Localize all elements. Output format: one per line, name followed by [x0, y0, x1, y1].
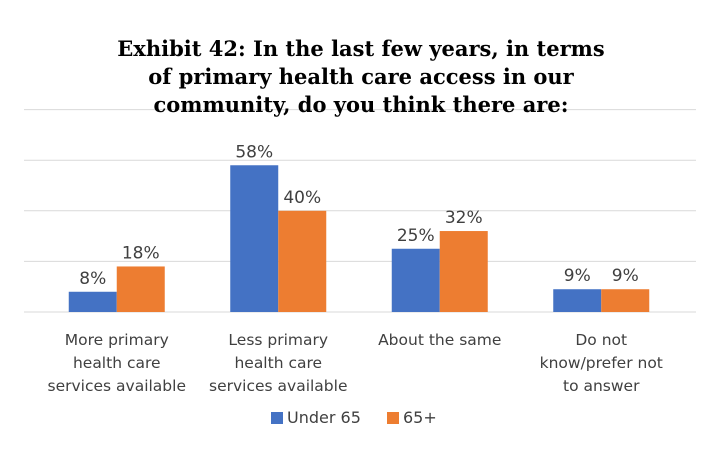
data-label: 58%: [235, 142, 273, 162]
category-label: health care: [234, 354, 322, 372]
category-label: health care: [73, 354, 161, 372]
data-label: 8%: [79, 269, 106, 289]
bar-65-plus-4: [601, 289, 650, 312]
data-label: 9%: [612, 266, 639, 286]
bar-under-65-4: [553, 289, 602, 312]
bars: [68, 165, 650, 312]
category-label: More primary: [65, 331, 169, 349]
data-label: 32%: [445, 208, 483, 228]
legend-item-under-65: Under 65: [287, 408, 361, 427]
data-label: 40%: [283, 188, 321, 208]
data-label: 18%: [122, 243, 160, 263]
legend-item-65-plus: 65+: [403, 408, 437, 427]
category-label: services available: [209, 377, 348, 395]
legend: Under 65 65+: [271, 408, 437, 427]
chart-title: Exhibit 42: In the last few years, in te…: [117, 36, 604, 117]
bar-65-plus-3: [439, 231, 488, 312]
bar-under-65-2: [230, 165, 279, 312]
legend-swatch: [271, 412, 283, 424]
bar-under-65-1: [68, 291, 117, 312]
data-label: 9%: [564, 266, 591, 286]
category-label: Do not: [575, 331, 627, 349]
category-label: to answer: [563, 377, 640, 395]
legend-swatch: [387, 412, 399, 424]
category-label: Less primary: [228, 331, 328, 349]
category-labels: More primary health care services availabl…: [48, 331, 663, 395]
bar-65-plus-1: [116, 266, 165, 312]
chart-title-line: Exhibit 42: In the last few years, in te…: [117, 36, 604, 61]
category-label: About the same: [378, 331, 501, 349]
bar-65-plus-2: [278, 210, 327, 312]
chart-title-line: of primary health care access in our: [148, 64, 574, 89]
chart-title-line: community, do you think there are:: [154, 92, 569, 117]
data-label: 25%: [397, 226, 435, 246]
category-label: services available: [48, 377, 187, 395]
bar-under-65-3: [391, 248, 440, 312]
category-label: know/prefer not: [540, 354, 663, 372]
data-labels: 8% 18% 58% 40% 25% 32% 9% 9%: [79, 142, 638, 289]
